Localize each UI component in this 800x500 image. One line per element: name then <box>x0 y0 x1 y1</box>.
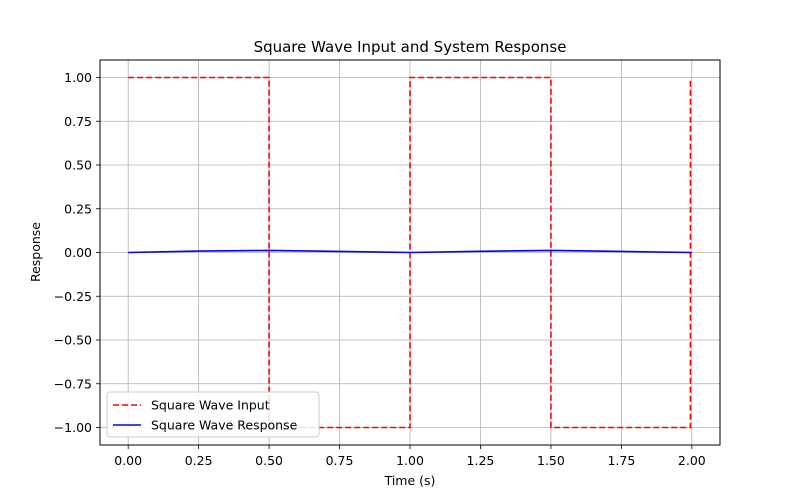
series-line-square-wave-response <box>128 249 692 254</box>
x-tick-label: 1.25 <box>467 453 495 468</box>
y-tick-label: −0.25 <box>54 289 92 304</box>
x-tick-label: 1.50 <box>537 453 565 468</box>
chart-title: Square Wave Input and System Response <box>254 38 567 56</box>
x-tick-label: 0.25 <box>185 453 213 468</box>
y-tick-label: 0.75 <box>64 114 92 129</box>
legend: Square Wave Input Square Wave Response <box>106 391 320 438</box>
y-tick-label: −0.75 <box>54 376 92 391</box>
y-axis-label: Response <box>28 222 43 282</box>
x-tick-label: 0.00 <box>114 453 142 468</box>
x-tick-label: 2.00 <box>678 453 706 468</box>
x-tick-label: 1.00 <box>396 453 424 468</box>
series-line-square-wave-input <box>128 76 692 429</box>
series-layer <box>128 76 692 429</box>
y-tick-label: 0.00 <box>64 245 92 260</box>
x-tick-label: 1.75 <box>607 453 635 468</box>
legend-box <box>106 391 320 438</box>
y-tick-label: 0.50 <box>64 158 92 173</box>
x-tick-label: 0.50 <box>255 453 283 468</box>
x-tick-label: 0.75 <box>326 453 354 468</box>
x-axis-label: Time (s) <box>384 473 436 488</box>
y-tick-label: −0.50 <box>54 333 92 348</box>
y-tick-label: 1.00 <box>64 70 92 85</box>
x-axis-ticks: 0.00 0.25 0.50 0.75 1.00 1.25 1.50 1.75 2.00 <box>114 445 706 468</box>
y-tick-label: −1.00 <box>54 420 92 435</box>
y-tick-label: 0.25 <box>64 201 92 216</box>
y-axis-ticks: 1.00 0.75 0.50 0.25 0.00 −0.25 −0.50 −0.75 −1.00 <box>54 70 100 435</box>
legend-label-response: Square Wave Response <box>151 418 298 433</box>
legend-label-input: Square Wave Input <box>151 398 270 413</box>
